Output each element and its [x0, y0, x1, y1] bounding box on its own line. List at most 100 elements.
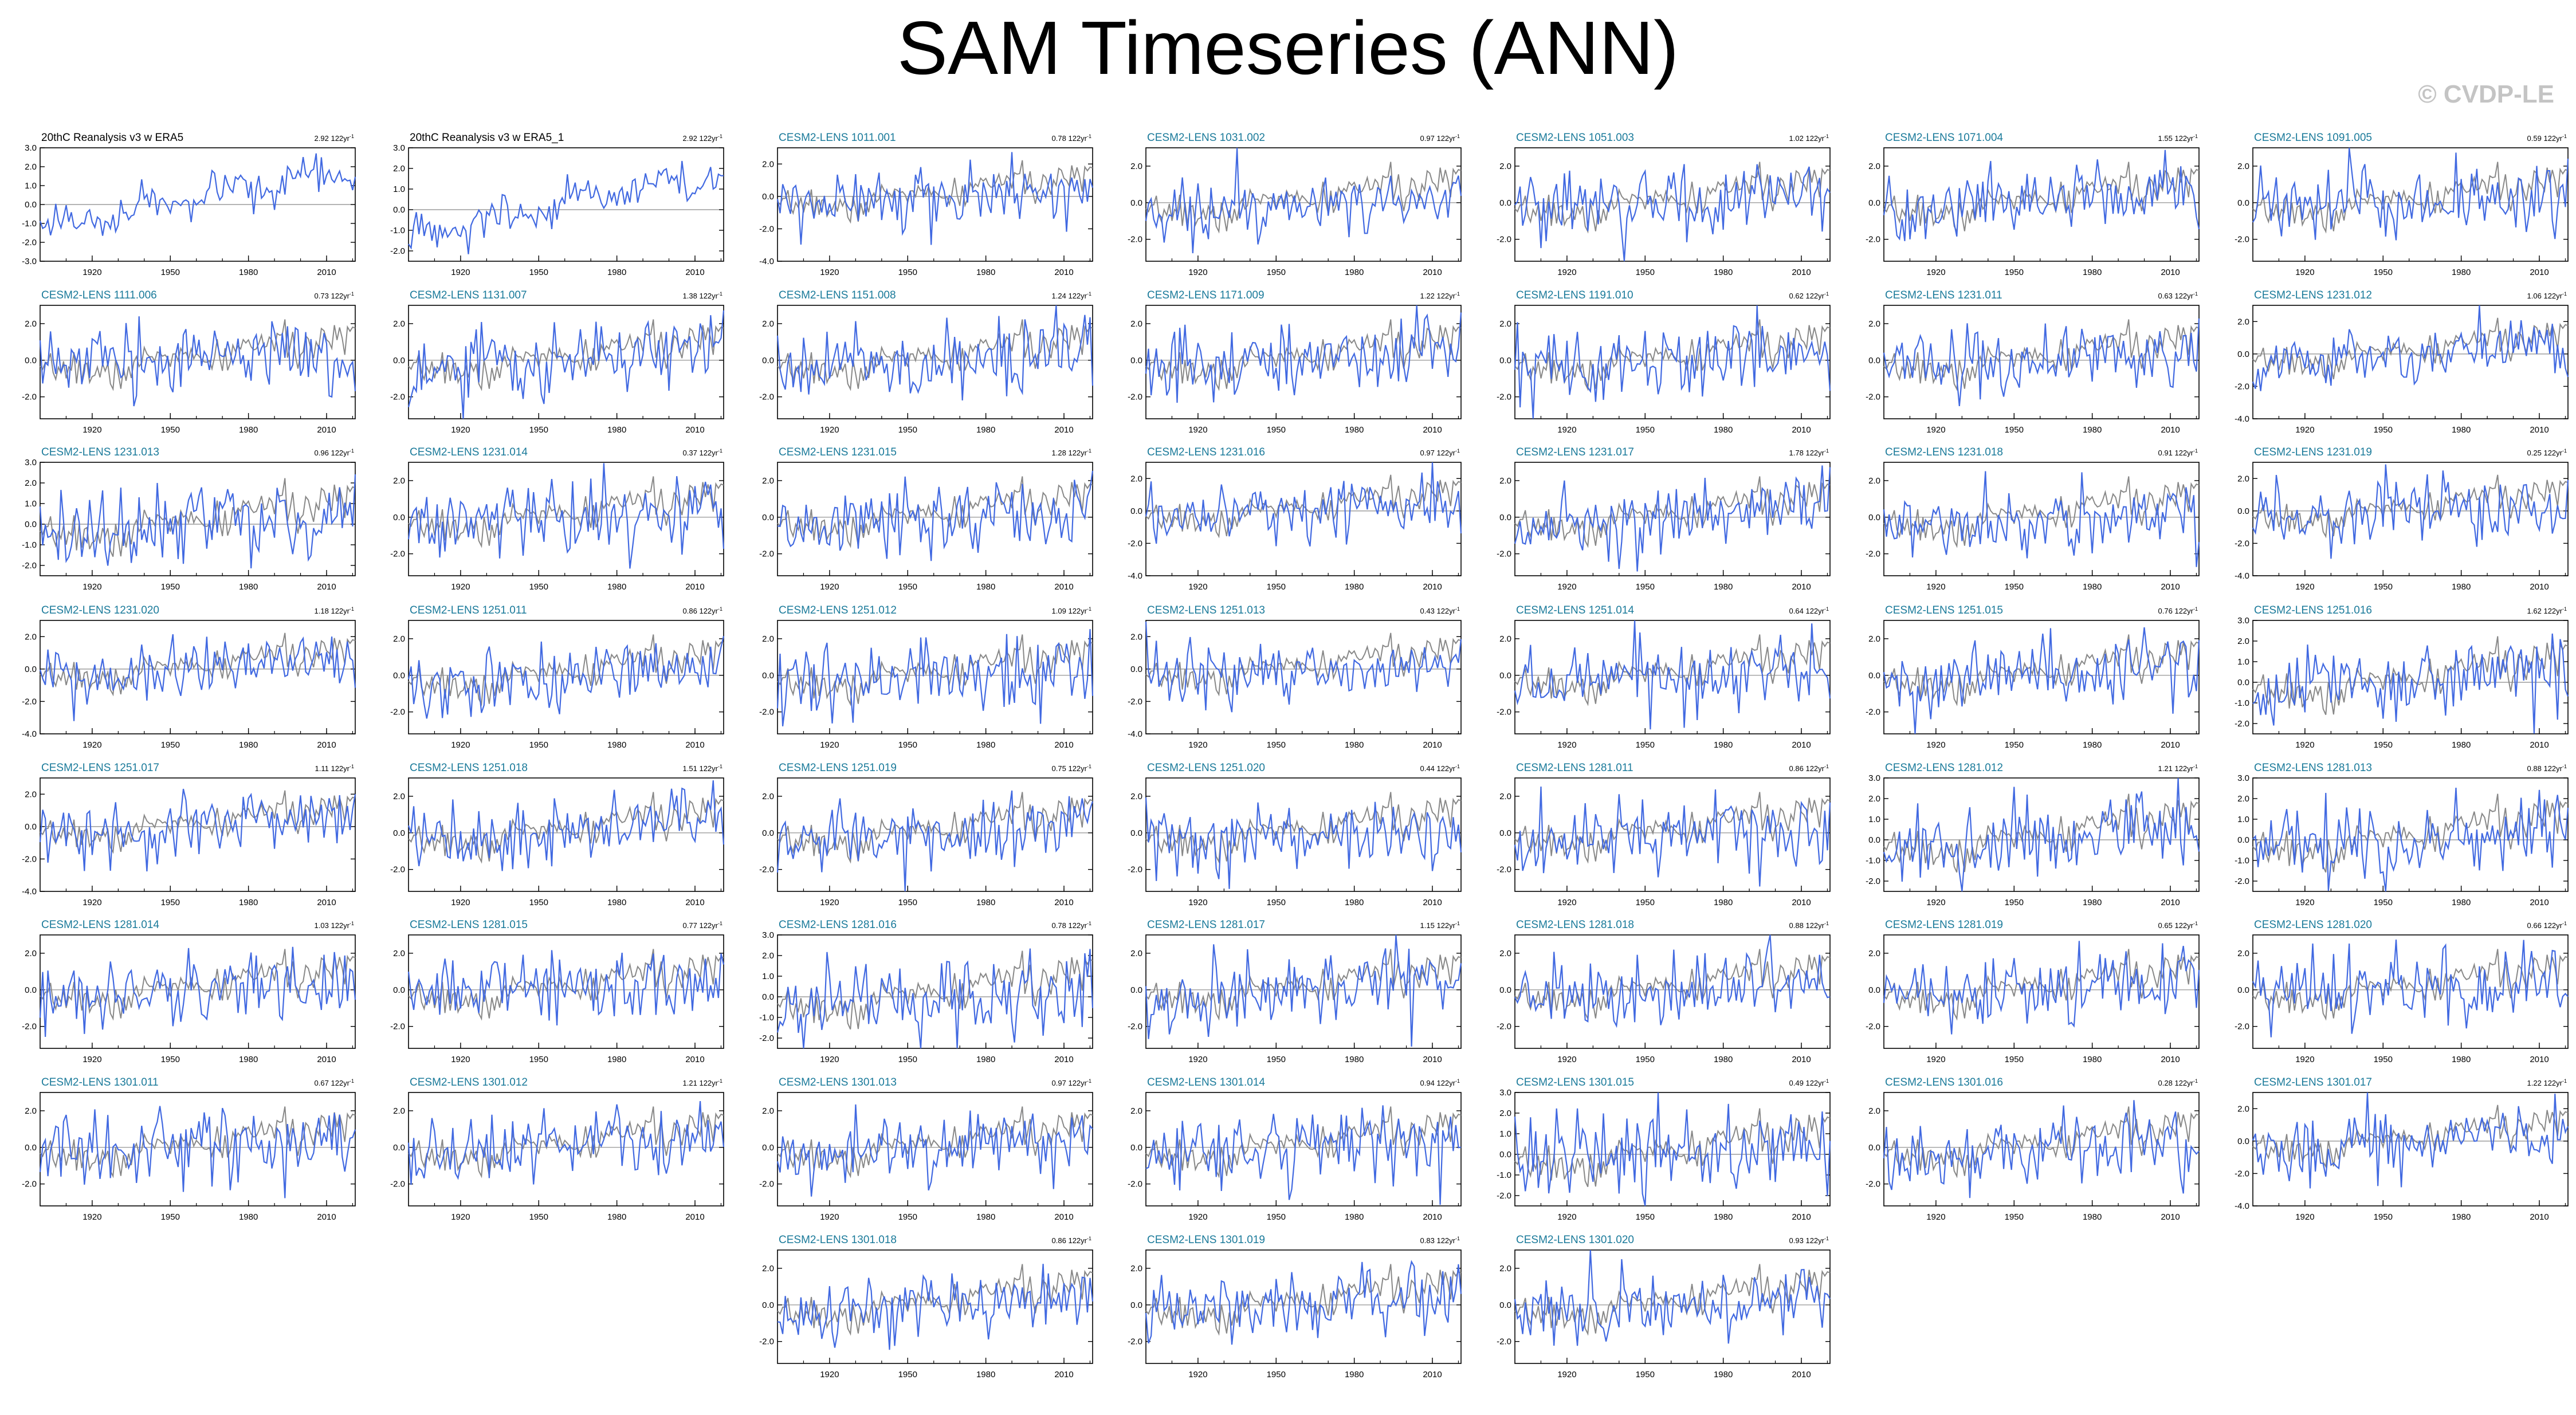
series-line: [407, 1101, 725, 1185]
x-tick-label: 1980: [1714, 425, 1733, 435]
trend-label: 0.66 122yr-1: [2527, 921, 2567, 930]
x-tick-label: 2010: [317, 1212, 336, 1222]
panel: CESM2-LENS 1091.005 0.59 122yr-1 2.0 0.0 -2.…: [2235, 132, 2569, 277]
x-tick-label: 1920: [1926, 582, 1945, 592]
reference-series-line: [1145, 949, 1462, 1021]
x-tick-label: 1920: [2295, 740, 2314, 750]
reference-series-line: [777, 950, 1093, 1030]
x-tick-label: 2010: [317, 1055, 336, 1064]
panel: CESM2-LENS 1131.007 1.38 122yr-1 2.0 0.0 -2.…: [390, 289, 725, 435]
y-tick-label: 0.0: [1868, 198, 1880, 208]
trend-label: 0.25 122yr-1: [2527, 448, 2567, 457]
x-tick-label: 1980: [607, 898, 626, 907]
y-tick-label: 2.0: [393, 1106, 405, 1116]
y-tick-label: -2.0: [759, 224, 774, 234]
x-tick-label: 1920: [1926, 425, 1945, 435]
series-line: [1883, 471, 2200, 567]
panel: 20thC Reanalysis v3 w ERA5 2.92 122yr-1 3.…: [22, 132, 356, 277]
series-line: [2252, 940, 2569, 1037]
y-tick-label: 0.0: [762, 1143, 774, 1153]
panel-title: CESM2-LENS 1301.019: [1147, 1234, 1265, 1246]
trend-label: 1.21 122yr-1: [683, 1078, 722, 1087]
x-tick-label: 2010: [2530, 1055, 2548, 1064]
y-tick-label: 0.0: [25, 1143, 37, 1153]
y-tick-label: -2.0: [2235, 1169, 2249, 1178]
y-tick-label: 2.0: [1130, 792, 1142, 801]
series-line: [2252, 305, 2569, 391]
panel-title: CESM2-LENS 1251.019: [779, 762, 897, 774]
panel-title: 20thC Reanalysis v3 w ERA5_1: [410, 132, 564, 144]
x-tick-label: 1950: [2005, 740, 2024, 750]
x-tick-label: 2010: [685, 740, 704, 750]
y-tick-label: 0.0: [1499, 828, 1511, 838]
x-tick-label: 2010: [1792, 268, 1811, 277]
reference-series-line: [1514, 1108, 1831, 1188]
panel-title: CESM2-LENS 1251.012: [779, 604, 897, 616]
y-tick-label: 1.0: [25, 181, 37, 191]
y-tick-label: 0.0: [1499, 1300, 1511, 1310]
x-tick-label: 1950: [2374, 1055, 2393, 1064]
series-line: [407, 636, 725, 719]
y-tick-label: 0.0: [1868, 1143, 1880, 1153]
y-tick-label: -2.0: [1497, 865, 1511, 875]
series-line: [776, 790, 1094, 892]
series-line: [407, 780, 725, 871]
y-tick-label: -4.0: [2235, 1201, 2249, 1211]
plot-frame: [1883, 1092, 2200, 1206]
panel-title: CESM2-LENS 1301.017: [2254, 1076, 2372, 1088]
x-tick-label: 2010: [1792, 898, 1811, 907]
plot-frame: [408, 620, 724, 734]
x-tick-label: 2010: [1423, 740, 1442, 750]
y-tick-label: -1.0: [2235, 856, 2249, 866]
series-line: [407, 950, 725, 1025]
y-tick-label: -2.0: [1866, 876, 1880, 886]
panel: CESM2-LENS 1251.016 1.62 122yr-1 3.0 2.0 1.0…: [2235, 604, 2569, 750]
x-tick-label: 1950: [1636, 268, 1655, 277]
y-tick-label: 2.0: [393, 634, 405, 644]
x-tick-label: 1950: [898, 898, 917, 907]
x-tick-label: 1980: [2452, 582, 2471, 592]
y-tick-label: 3.0: [393, 143, 405, 153]
panel-title: CESM2-LENS 1281.012: [1885, 762, 2003, 774]
y-tick-label: 2.0: [2237, 474, 2249, 484]
y-tick-label: -1.0: [390, 226, 405, 235]
x-tick-label: 2010: [685, 1055, 704, 1064]
plot-frame: [777, 620, 1093, 734]
series-line: [39, 946, 356, 1037]
trend-label: 0.97 122yr-1: [1420, 133, 1460, 143]
panel-title: CESM2-LENS 1301.011: [41, 1076, 159, 1088]
x-tick-label: 2010: [1423, 898, 1442, 907]
reference-series-line: [1145, 792, 1462, 864]
x-tick-label: 2010: [1423, 1212, 1442, 1222]
x-tick-label: 1950: [161, 898, 180, 907]
trend-label: 1.28 122yr-1: [1052, 448, 1091, 457]
plot-frame: [1883, 777, 2200, 892]
y-tick-label: 2.0: [2237, 317, 2249, 327]
x-tick-label: 1950: [898, 1055, 917, 1064]
series-line: [1145, 797, 1462, 889]
x-tick-label: 1980: [1345, 1212, 1364, 1222]
x-tick-label: 1980: [607, 582, 626, 592]
series-line: [2252, 1092, 2569, 1189]
plot-frame: [1145, 1249, 1462, 1364]
panel-title: CESM2-LENS 1231.011: [1885, 289, 2002, 301]
x-tick-label: 2010: [2161, 740, 2180, 750]
trend-label: 0.78 122yr-1: [1052, 921, 1091, 930]
panel-title: CESM2-LENS 1301.012: [410, 1076, 528, 1088]
y-tick-label: -2.0: [759, 392, 774, 402]
panel-title: CESM2-LENS 1251.020: [1147, 762, 1265, 774]
x-tick-label: 1950: [2374, 1212, 2393, 1222]
plot-frame: [40, 1092, 356, 1206]
trend-label: 1.15 122yr-1: [1420, 921, 1460, 930]
series-line: [1514, 934, 1831, 1028]
x-tick-label: 2010: [1792, 1212, 1811, 1222]
trend-label: 0.83 122yr-1: [1420, 1236, 1460, 1245]
panel-title: CESM2-LENS 1281.017: [1147, 919, 1265, 931]
x-tick-label: 1950: [1267, 1055, 1286, 1064]
series-line: [776, 629, 1094, 726]
y-tick-label: -2.0: [22, 561, 37, 571]
x-tick-label: 1920: [1188, 1370, 1207, 1379]
panel: CESM2-LENS 1231.018 0.91 122yr-1 2.0 0.0 -2.…: [1866, 446, 2200, 592]
x-tick-label: 1920: [451, 1212, 470, 1222]
panel-title: CESM2-LENS 1281.011: [1516, 762, 1633, 774]
